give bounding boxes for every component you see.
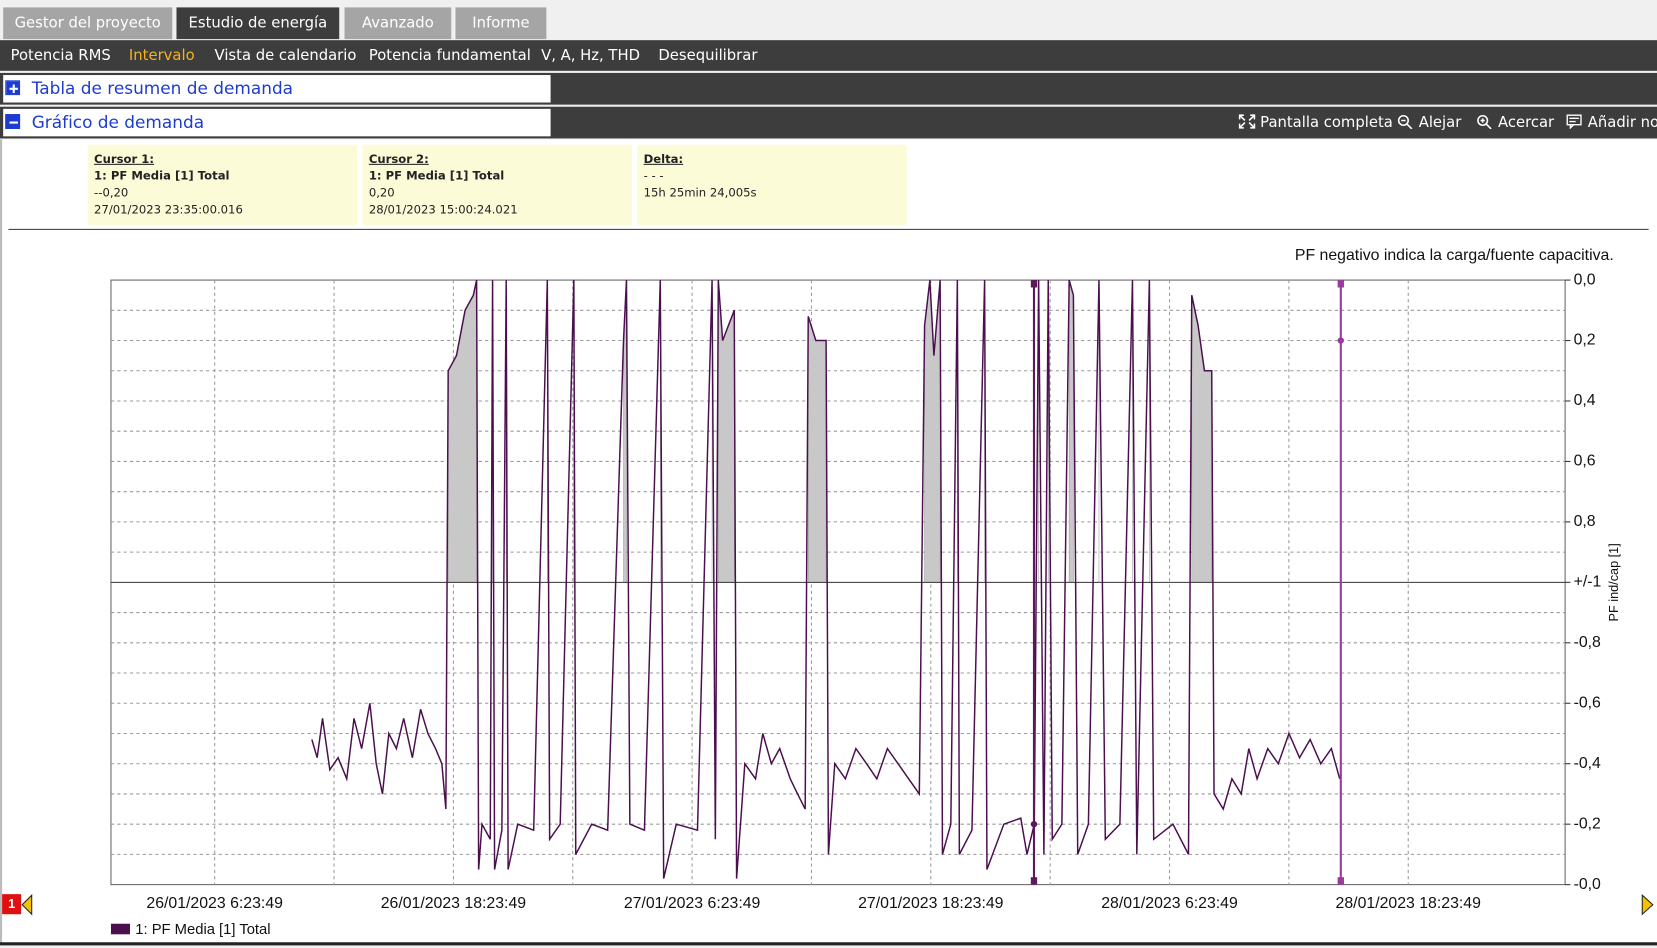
cursor-channel: 1: PF Media [1] Total bbox=[368, 169, 505, 183]
menu-item[interactable]: V, A, Hz, THD bbox=[541, 47, 640, 65]
delta-value: - - - bbox=[643, 169, 664, 183]
y-tick-label: -0,2 bbox=[1574, 815, 1601, 832]
area bbox=[718, 280, 735, 583]
y-tick-label: -0,8 bbox=[1574, 634, 1601, 651]
section-title: Tabla de resumen de demanda bbox=[31, 78, 294, 99]
y-axis-label: PF ind/cap [1] bbox=[1607, 543, 1621, 621]
y-tick-label: 0,8 bbox=[1574, 513, 1596, 530]
tab[interactable]: Avanzado bbox=[344, 7, 452, 40]
toolbar-label: Pantalla completa bbox=[1260, 114, 1393, 132]
cursor-time: 28/01/2023 15:00:24.021 bbox=[368, 202, 518, 217]
cursor-handle bbox=[1030, 280, 1038, 288]
section-title: Gráfico de demanda bbox=[31, 112, 205, 133]
cursor-title: Cursor 1: bbox=[94, 152, 155, 166]
section-bar: Gráfico de demanda Pantalla completa Ale… bbox=[0, 106, 1657, 140]
legend-label: 1: PF Media [1] Total bbox=[135, 922, 270, 938]
section-header[interactable]: Tabla de resumen de demanda bbox=[3, 75, 551, 103]
cursor-handle bbox=[1030, 877, 1038, 885]
cursor-title: Cursor 2: bbox=[368, 152, 429, 166]
page-indicator-box[interactable] bbox=[2, 894, 22, 915]
cursor-box: Cursor 2: 1: PF Media [1] Total 0,20 28/… bbox=[362, 144, 632, 226]
menu-item[interactable]: Potencia RMS bbox=[10, 47, 111, 65]
area bbox=[1191, 295, 1212, 583]
cursor-point bbox=[1030, 820, 1038, 828]
section-bar: Tabla de resumen de demanda bbox=[0, 72, 1657, 105]
y-tick-label: -0,4 bbox=[1574, 755, 1601, 772]
toolbar-label: Acercar bbox=[1497, 114, 1555, 132]
menu-bar: Potencia RMS Intervalo Vista de calendar… bbox=[0, 40, 1657, 71]
cursor-point bbox=[1337, 337, 1344, 344]
series-line bbox=[311, 279, 1341, 879]
area bbox=[1068, 280, 1074, 583]
cursor-channel: 1: PF Media [1] Total bbox=[94, 169, 230, 183]
menu-item[interactable]: Intervalo bbox=[128, 47, 195, 65]
y-tick-label: 0,4 bbox=[1574, 392, 1596, 409]
annotation: PF negativo indica la carga/fuente capac… bbox=[1295, 247, 1614, 264]
y-tick-label: 0,6 bbox=[1574, 453, 1596, 470]
x-tick-label: 26/01/2023 18:23:49 bbox=[381, 895, 527, 912]
toolbar-label: Añadir nota bbox=[1587, 114, 1657, 132]
cursor-value: 0,20 bbox=[368, 186, 395, 200]
toolbar-button[interactable]: Alejar bbox=[1397, 107, 1461, 140]
icon bbox=[1477, 114, 1492, 130]
tab[interactable]: Estudio de energía bbox=[176, 7, 340, 40]
y-tick-label: -0,6 bbox=[1574, 694, 1601, 711]
icon bbox=[1566, 114, 1582, 130]
cursor-handle bbox=[1337, 877, 1344, 885]
icon bbox=[1238, 114, 1256, 129]
scroll-left[interactable] bbox=[21, 893, 33, 916]
section-header[interactable]: Gráfico de demanda bbox=[3, 108, 551, 137]
x-tick-label: 28/01/2023 18:23:49 bbox=[1336, 895, 1482, 912]
delta-time: 15h 25min 24,005s bbox=[643, 186, 757, 200]
legend-swatch bbox=[110, 923, 130, 935]
cursor-box: Cursor 1: 1: PF Media [1] Total --0,20 2… bbox=[87, 144, 358, 226]
menu-item[interactable]: Vista de calendario bbox=[214, 47, 357, 65]
toolbar-button[interactable]: Añadir nota bbox=[1566, 107, 1657, 140]
tab[interactable]: Gestor del proyecto bbox=[3, 7, 173, 40]
y-tick-label: 0,0 bbox=[1574, 271, 1596, 288]
delta-title: Delta: bbox=[643, 152, 684, 166]
collapse-icon[interactable] bbox=[5, 114, 21, 129]
x-tick-label: 26/01/2023 6:23:49 bbox=[146, 895, 283, 912]
tab[interactable]: Informe bbox=[455, 7, 547, 40]
x-tick-label: 28/01/2023 6:23:49 bbox=[1101, 895, 1238, 912]
area bbox=[807, 316, 827, 583]
toolbar-button[interactable]: Acercar bbox=[1476, 107, 1554, 140]
x-tick-label: 27/01/2023 6:23:49 bbox=[624, 895, 761, 912]
y-tick-label: -0,0 bbox=[1574, 876, 1601, 893]
scroll-right[interactable] bbox=[1641, 894, 1654, 916]
toolbar-label: Alejar bbox=[1418, 114, 1462, 132]
toolbar-button[interactable]: Pantalla completa bbox=[1238, 107, 1393, 140]
icon bbox=[1397, 114, 1413, 130]
delta-box: Delta: - - - 15h 25min 24,005s bbox=[637, 144, 907, 226]
y-tick-label: 0,2 bbox=[1574, 332, 1596, 349]
cursor-handle bbox=[1337, 280, 1344, 288]
cursor-value: --0,20 bbox=[94, 186, 129, 200]
menu-item[interactable]: Potencia fundamental bbox=[368, 47, 531, 65]
menu-item[interactable]: Desequilibrar bbox=[658, 47, 758, 65]
page-indicator: 1 bbox=[8, 897, 15, 911]
y-tick-label: +/-1 bbox=[1574, 574, 1602, 591]
x-tick-label: 27/01/2023 18:23:49 bbox=[858, 895, 1004, 912]
expand-icon[interactable] bbox=[5, 80, 21, 96]
cursor-time: 27/01/2023 23:35:00.016 bbox=[94, 202, 243, 217]
